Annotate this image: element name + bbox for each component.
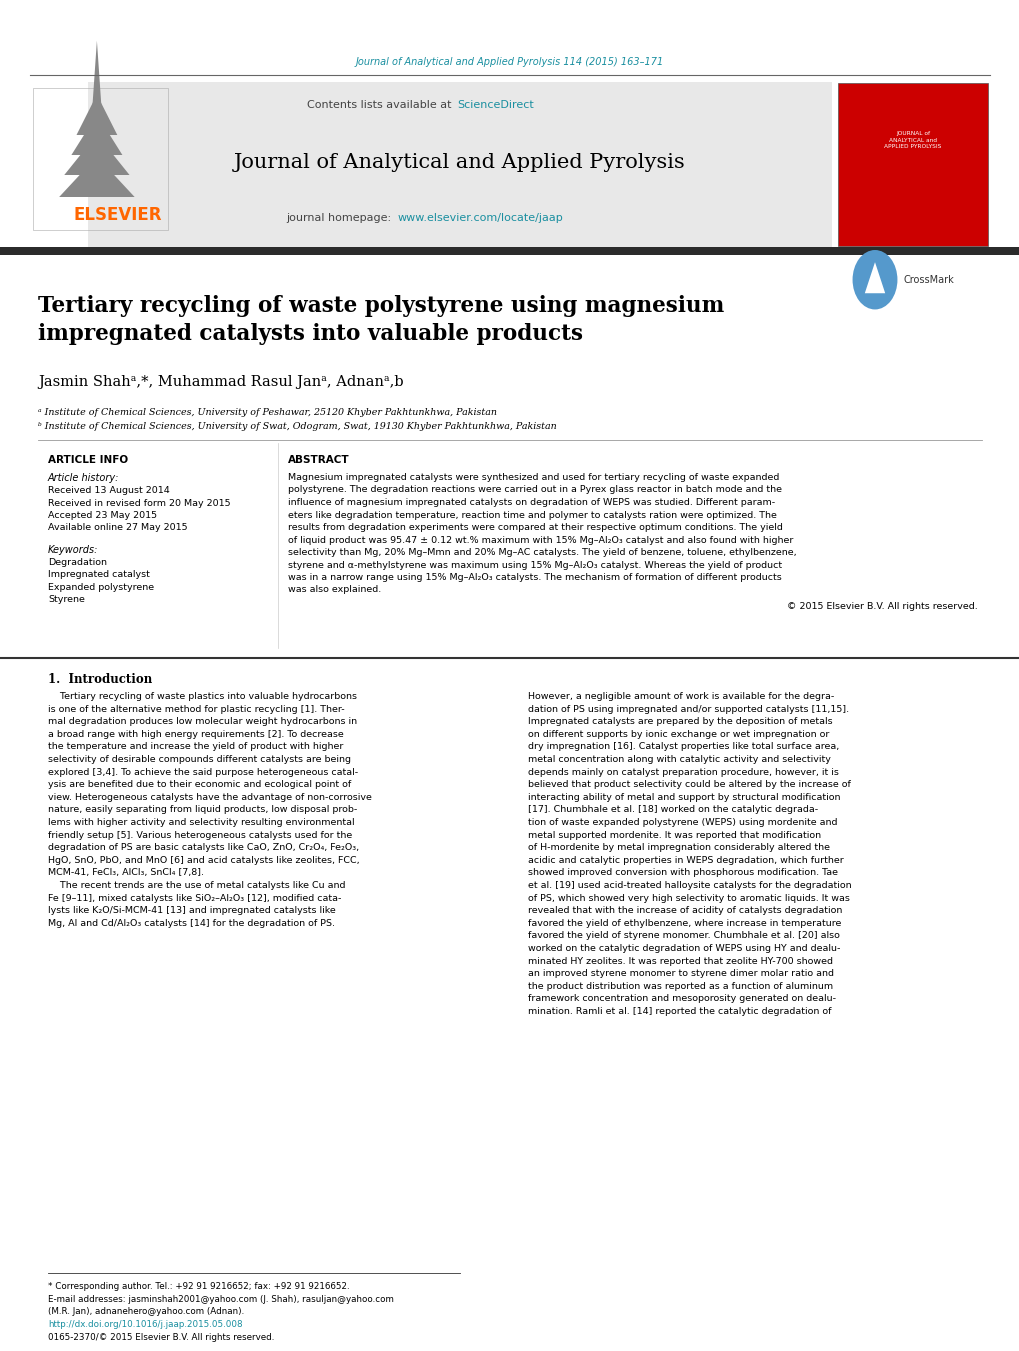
Text: depends mainly on catalyst preparation procedure, however, it is: depends mainly on catalyst preparation p… bbox=[528, 767, 838, 777]
Text: minated HY zeolites. It was reported that zeolite HY-700 showed: minated HY zeolites. It was reported tha… bbox=[528, 957, 833, 966]
Text: interacting ability of metal and support by structural modification: interacting ability of metal and support… bbox=[528, 793, 840, 801]
Text: http://dx.doi.org/10.1016/j.jaap.2015.05.008: http://dx.doi.org/10.1016/j.jaap.2015.05… bbox=[48, 1320, 243, 1329]
Text: selectivity of desirable compounds different catalysts are being: selectivity of desirable compounds diffe… bbox=[48, 755, 351, 765]
Text: mination. Ramli et al. [14] reported the catalytic degradation of: mination. Ramli et al. [14] reported the… bbox=[528, 1006, 830, 1016]
Text: 1.  Introduction: 1. Introduction bbox=[48, 673, 152, 686]
Text: MCM-41, FeCl₃, AlCl₃, SnCl₄ [7,8].: MCM-41, FeCl₃, AlCl₃, SnCl₄ [7,8]. bbox=[48, 869, 204, 877]
Polygon shape bbox=[59, 157, 135, 197]
Text: Degradation: Degradation bbox=[48, 558, 107, 567]
Text: Article history:: Article history: bbox=[48, 473, 119, 484]
Text: was also explained.: was also explained. bbox=[287, 585, 381, 594]
FancyBboxPatch shape bbox=[88, 82, 832, 249]
Text: friendly setup [5]. Various heterogeneous catalysts used for the: friendly setup [5]. Various heterogeneou… bbox=[48, 831, 352, 839]
Polygon shape bbox=[864, 262, 884, 293]
Text: an improved styrene monomer to styrene dimer molar ratio and: an improved styrene monomer to styrene d… bbox=[528, 969, 834, 978]
Polygon shape bbox=[64, 135, 129, 176]
Text: metal concentration along with catalytic activity and selectivity: metal concentration along with catalytic… bbox=[528, 755, 830, 765]
FancyBboxPatch shape bbox=[0, 247, 1019, 255]
Text: ELSEVIER: ELSEVIER bbox=[73, 205, 162, 224]
Text: styrene and α-methylstyrene was maximum using 15% Mg–Al₂O₃ catalyst. Whereas the: styrene and α-methylstyrene was maximum … bbox=[287, 561, 782, 570]
Text: worked on the catalytic degradation of WEPS using HY and dealu-: worked on the catalytic degradation of W… bbox=[528, 944, 840, 952]
Text: lysts like K₂O/Si-MCM-41 [13] and impregnated catalysts like: lysts like K₂O/Si-MCM-41 [13] and impreg… bbox=[48, 907, 335, 915]
Text: [17]. Chumbhale et al. [18] worked on the catalytic degrada-: [17]. Chumbhale et al. [18] worked on th… bbox=[528, 805, 817, 815]
Text: of liquid product was 95.47 ± 0.12 wt.% maximum with 15% Mg–Al₂O₃ catalyst and a: of liquid product was 95.47 ± 0.12 wt.% … bbox=[287, 535, 793, 544]
Text: Received in revised form 20 May 2015: Received in revised form 20 May 2015 bbox=[48, 499, 230, 508]
Polygon shape bbox=[71, 115, 122, 155]
Text: on different supports by ionic exchange or wet impregnation or: on different supports by ionic exchange … bbox=[528, 730, 828, 739]
Text: Received 13 August 2014: Received 13 August 2014 bbox=[48, 486, 169, 494]
Text: revealed that with the increase of acidity of catalysts degradation: revealed that with the increase of acidi… bbox=[528, 907, 842, 915]
Text: (M.R. Jan), adnanehero@yahoo.com (Adnan).: (M.R. Jan), adnanehero@yahoo.com (Adnan)… bbox=[48, 1306, 244, 1316]
Text: E-mail addresses: jasminshah2001@yahoo.com (J. Shah), rasuljan@yahoo.com: E-mail addresses: jasminshah2001@yahoo.c… bbox=[48, 1296, 393, 1304]
Text: ᵃ Institute of Chemical Sciences, University of Peshawar, 25120 Khyber Pakhtunkh: ᵃ Institute of Chemical Sciences, Univer… bbox=[38, 408, 496, 417]
Text: ABSTRACT: ABSTRACT bbox=[287, 455, 350, 465]
Text: explored [3,4]. To achieve the said purpose heterogeneous catal-: explored [3,4]. To achieve the said purp… bbox=[48, 767, 358, 777]
Text: Styrene: Styrene bbox=[48, 596, 85, 604]
Text: was in a narrow range using 15% Mg–Al₂O₃ catalysts. The mechanism of formation o: was in a narrow range using 15% Mg–Al₂O₃… bbox=[287, 573, 781, 582]
Text: favored the yield of ethylbenzene, where increase in temperature: favored the yield of ethylbenzene, where… bbox=[528, 919, 841, 928]
Text: © 2015 Elsevier B.V. All rights reserved.: © 2015 Elsevier B.V. All rights reserved… bbox=[787, 603, 977, 611]
Text: dry impregnation [16]. Catalyst properties like total surface area,: dry impregnation [16]. Catalyst properti… bbox=[528, 743, 839, 751]
Text: Available online 27 May 2015: Available online 27 May 2015 bbox=[48, 523, 187, 532]
Text: results from degradation experiments were compared at their respective optimum c: results from degradation experiments wer… bbox=[287, 523, 783, 532]
Text: Impregnated catalysts are prepared by the deposition of metals: Impregnated catalysts are prepared by th… bbox=[528, 717, 832, 727]
Text: the temperature and increase the yield of product with higher: the temperature and increase the yield o… bbox=[48, 743, 343, 751]
Text: selectivity than Mg, 20% Mg–Mmn and 20% Mg–AC catalysts. The yield of benzene, t: selectivity than Mg, 20% Mg–Mmn and 20% … bbox=[287, 549, 796, 557]
Text: eters like degradation temperature, reaction time and polymer to catalysts ratio: eters like degradation temperature, reac… bbox=[287, 511, 776, 520]
Polygon shape bbox=[92, 41, 102, 115]
Text: Impregnated catalyst: Impregnated catalyst bbox=[48, 570, 150, 580]
FancyBboxPatch shape bbox=[838, 82, 987, 246]
Text: Tertiary recycling of waste plastics into valuable hydrocarbons: Tertiary recycling of waste plastics int… bbox=[48, 692, 357, 701]
Text: nature, easily separating from liquid products, low disposal prob-: nature, easily separating from liquid pr… bbox=[48, 805, 357, 815]
Text: ysis are benefited due to their economic and ecological point of: ysis are benefited due to their economic… bbox=[48, 780, 351, 789]
Text: 0165-2370/© 2015 Elsevier B.V. All rights reserved.: 0165-2370/© 2015 Elsevier B.V. All right… bbox=[48, 1333, 274, 1342]
Text: Expanded polystyrene: Expanded polystyrene bbox=[48, 584, 154, 592]
Text: framework concentration and mesoporosity generated on dealu-: framework concentration and mesoporosity… bbox=[528, 994, 836, 1004]
Text: a broad range with high energy requirements [2]. To decrease: a broad range with high energy requireme… bbox=[48, 730, 343, 739]
Text: acidic and catalytic properties in WEPS degradation, which further: acidic and catalytic properties in WEPS … bbox=[528, 855, 843, 865]
Text: However, a negligible amount of work is available for the degra-: However, a negligible amount of work is … bbox=[528, 692, 834, 701]
Text: ARTICLE INFO: ARTICLE INFO bbox=[48, 455, 128, 465]
Text: Accepted 23 May 2015: Accepted 23 May 2015 bbox=[48, 511, 157, 520]
Text: dation of PS using impregnated and/or supported catalysts [11,15].: dation of PS using impregnated and/or su… bbox=[528, 705, 848, 713]
Text: Keywords:: Keywords: bbox=[48, 544, 98, 555]
Text: believed that product selectivity could be altered by the increase of: believed that product selectivity could … bbox=[528, 780, 850, 789]
Text: Mg, Al and Cd/Al₂O₃ catalysts [14] for the degradation of PS.: Mg, Al and Cd/Al₂O₃ catalysts [14] for t… bbox=[48, 919, 334, 928]
Text: is one of the alternative method for plastic recycling [1]. Ther-: is one of the alternative method for pla… bbox=[48, 705, 344, 713]
Text: of H-mordenite by metal impregnation considerably altered the: of H-mordenite by metal impregnation con… bbox=[528, 843, 829, 852]
Text: et al. [19] used acid-treated halloysite catalysts for the degradation: et al. [19] used acid-treated halloysite… bbox=[528, 881, 851, 890]
Text: degradation of PS are basic catalysts like CaO, ZnO, Cr₂O₄, Fe₂O₃,: degradation of PS are basic catalysts li… bbox=[48, 843, 359, 852]
Text: polystyrene. The degradation reactions were carried out in a Pyrex glass reactor: polystyrene. The degradation reactions w… bbox=[287, 485, 782, 494]
Text: Fe [9–11], mixed catalysts like SiO₂–Al₂O₃ [12], modified cata-: Fe [9–11], mixed catalysts like SiO₂–Al₂… bbox=[48, 893, 341, 902]
Circle shape bbox=[852, 250, 897, 309]
Text: tion of waste expanded polystyrene (WEPS) using mordenite and: tion of waste expanded polystyrene (WEPS… bbox=[528, 817, 837, 827]
Text: view. Heterogeneous catalysts have the advantage of non-corrosive: view. Heterogeneous catalysts have the a… bbox=[48, 793, 372, 801]
Text: Journal of Analytical and Applied Pyrolysis: Journal of Analytical and Applied Pyroly… bbox=[234, 153, 685, 172]
Text: the product distribution was reported as a function of aluminum: the product distribution was reported as… bbox=[528, 982, 833, 990]
Text: * Corresponding author. Tel.: +92 91 9216652; fax: +92 91 9216652.: * Corresponding author. Tel.: +92 91 921… bbox=[48, 1282, 350, 1292]
Text: of PS, which showed very high selectivity to aromatic liquids. It was: of PS, which showed very high selectivit… bbox=[528, 893, 849, 902]
Text: mal degradation produces low molecular weight hydrocarbons in: mal degradation produces low molecular w… bbox=[48, 717, 357, 727]
Text: CrossMark: CrossMark bbox=[903, 274, 954, 285]
Text: Jasmin Shahᵃ,*, Muhammad Rasul Janᵃ, Adnanᵃ,b: Jasmin Shahᵃ,*, Muhammad Rasul Janᵃ, Adn… bbox=[38, 376, 404, 389]
Text: ScienceDirect: ScienceDirect bbox=[457, 100, 533, 109]
Text: HgO, SnO, PbO, and MnO [6] and acid catalysts like zeolites, FCC,: HgO, SnO, PbO, and MnO [6] and acid cata… bbox=[48, 855, 360, 865]
Text: ᵇ Institute of Chemical Sciences, University of Swat, Odogram, Swat, 19130 Khybe: ᵇ Institute of Chemical Sciences, Univer… bbox=[38, 422, 556, 431]
Text: Tertiary recycling of waste polystyrene using magnesium
impregnated catalysts in: Tertiary recycling of waste polystyrene … bbox=[38, 295, 723, 345]
Text: showed improved conversion with phosphorous modification. Tae: showed improved conversion with phosphor… bbox=[528, 869, 838, 877]
Text: favored the yield of styrene monomer. Chumbhale et al. [20] also: favored the yield of styrene monomer. Ch… bbox=[528, 931, 839, 940]
Text: metal supported mordenite. It was reported that modification: metal supported mordenite. It was report… bbox=[528, 831, 820, 839]
Text: JOURNAL of
ANALYTICAL and
APPLIED PYROLYSIS: JOURNAL of ANALYTICAL and APPLIED PYROLY… bbox=[883, 131, 941, 149]
Text: influence of magnesium impregnated catalysts on degradation of WEPS was studied.: influence of magnesium impregnated catal… bbox=[287, 499, 774, 507]
Polygon shape bbox=[76, 95, 117, 135]
Text: journal homepage:: journal homepage: bbox=[286, 213, 394, 223]
Text: The recent trends are the use of metal catalysts like Cu and: The recent trends are the use of metal c… bbox=[48, 881, 345, 890]
Text: Contents lists available at: Contents lists available at bbox=[307, 100, 454, 109]
Text: Magnesium impregnated catalysts were synthesized and used for tertiary recycling: Magnesium impregnated catalysts were syn… bbox=[287, 473, 779, 482]
Text: Journal of Analytical and Applied Pyrolysis 114 (2015) 163–171: Journal of Analytical and Applied Pyroly… bbox=[356, 57, 663, 68]
Text: lems with higher activity and selectivity resulting environmental: lems with higher activity and selectivit… bbox=[48, 817, 355, 827]
Text: www.elsevier.com/locate/jaap: www.elsevier.com/locate/jaap bbox=[397, 213, 564, 223]
